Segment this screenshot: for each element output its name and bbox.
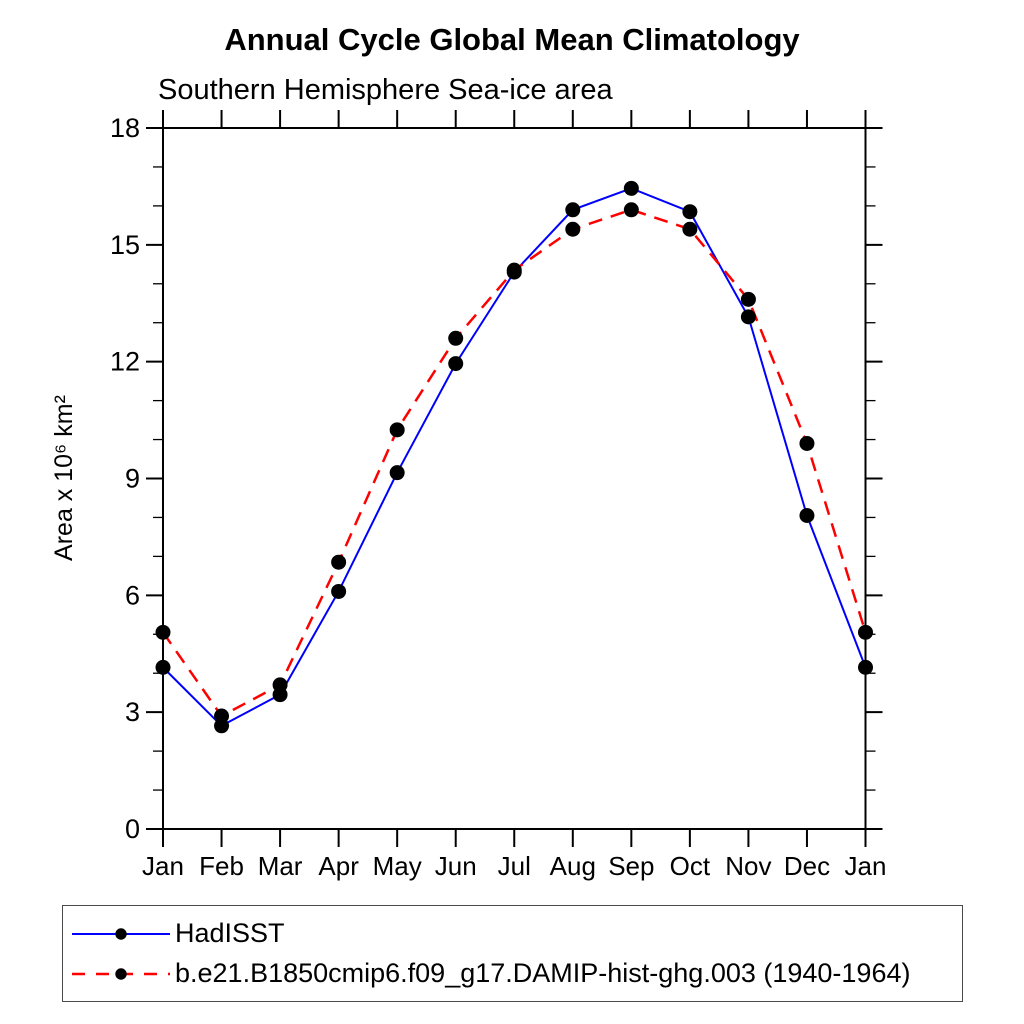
data-point-marker <box>331 554 347 570</box>
series-line-1 <box>161 208 867 718</box>
x-tick-label: Jun <box>435 851 477 881</box>
plot-area: Area x 10⁶ km² 0 3 6 9 12 15 18 Jan Feb Mar Apr May… <box>50 110 886 881</box>
y-tick-label: 0 <box>125 814 140 844</box>
data-point-marker <box>740 309 756 325</box>
x-tick-label: Jan <box>845 851 887 881</box>
x-axis-ticks: Jan Feb Mar Apr May Jun Jul Aug Sep Oct Nov Dec Jan <box>142 110 886 881</box>
x-tick-label: May <box>373 851 422 881</box>
y-tick-label: 3 <box>125 697 140 727</box>
data-point-marker <box>799 435 815 451</box>
x-tick-label: Feb <box>199 851 244 881</box>
y-tick-label: 9 <box>125 464 140 494</box>
data-point-marker <box>682 204 698 220</box>
legend-label: HadISST <box>175 918 285 948</box>
legend-dashed-line-icon <box>72 967 170 980</box>
data-point-marker <box>331 583 347 599</box>
chart-title: Annual Cycle Global Mean Climatology <box>224 22 800 57</box>
y-axis-label: Area x 10⁶ km² <box>50 395 78 561</box>
data-point-marker <box>214 708 230 724</box>
data-point-marker <box>858 659 873 675</box>
x-tick-label: Jan <box>142 851 184 881</box>
x-tick-label: Mar <box>258 851 303 881</box>
plot-generated-content: 0 3 6 9 12 15 18 Jan Feb Mar Apr May Jun Jul Aug Sep Oct… <box>110 110 886 881</box>
x-tick-label: Oct <box>670 851 711 881</box>
y-tick-label: 15 <box>110 230 140 260</box>
data-point-marker <box>389 422 405 438</box>
legend: HadISST b.e21.B1850cmip6.f09_g17.DAMIP-h… <box>62 905 963 1002</box>
data-point-marker <box>389 465 405 481</box>
y-tick-label: 6 <box>125 580 140 610</box>
data-point-marker <box>565 221 581 237</box>
y-tick-label: 18 <box>110 113 140 143</box>
data-point-marker <box>799 507 815 523</box>
x-tick-label: Sep <box>608 851 654 881</box>
data-point-marker <box>740 291 756 307</box>
y-tick-label: 12 <box>110 347 140 377</box>
data-point-marker <box>448 356 464 372</box>
legend-solid-line-icon <box>72 927 170 940</box>
data-point-marker <box>155 624 171 640</box>
data-point-marker <box>506 262 522 278</box>
data-point-marker <box>682 221 698 237</box>
data-point-marker <box>565 202 581 218</box>
legend-item-hadisst: HadISST <box>72 914 962 954</box>
y-axis-ticks: 0 3 6 9 12 15 18 <box>110 113 883 844</box>
data-point-marker <box>272 677 288 693</box>
plot-frame <box>162 127 867 830</box>
data-point-marker <box>448 330 464 346</box>
data-point-marker <box>155 659 171 675</box>
x-tick-label: Jul <box>498 851 531 881</box>
data-point-marker <box>623 180 639 196</box>
chart-subtitle: Southern Hemisphere Sea-ice area <box>158 74 613 106</box>
legend-label: b.e21.B1850cmip6.f09_g17.DAMIP-hist-ghg.… <box>175 958 911 988</box>
x-tick-label: Apr <box>318 851 359 881</box>
x-tick-label: Nov <box>725 851 771 881</box>
data-point-marker <box>623 202 639 218</box>
x-tick-label: Aug <box>550 851 596 881</box>
x-tick-label: Dec <box>784 851 830 881</box>
data-point-marker <box>858 624 873 640</box>
legend-item-model: b.e21.B1850cmip6.f09_g17.DAMIP-hist-ghg.… <box>72 954 962 994</box>
